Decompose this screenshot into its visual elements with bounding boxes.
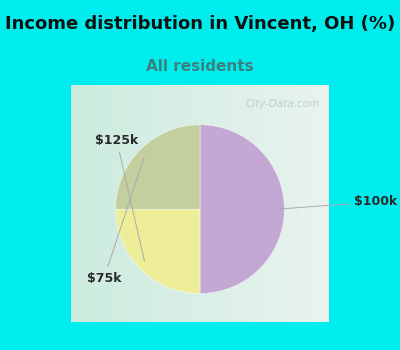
Text: $125k: $125k — [95, 134, 144, 261]
Text: $75k: $75k — [87, 157, 144, 285]
Text: City-Data.com: City-Data.com — [245, 99, 319, 108]
Wedge shape — [116, 125, 200, 209]
Text: $100k: $100k — [280, 195, 398, 209]
Text: All residents: All residents — [146, 58, 254, 74]
Text: Income distribution in Vincent, OH (%): Income distribution in Vincent, OH (%) — [5, 15, 395, 33]
Wedge shape — [116, 209, 200, 294]
Wedge shape — [200, 125, 284, 294]
